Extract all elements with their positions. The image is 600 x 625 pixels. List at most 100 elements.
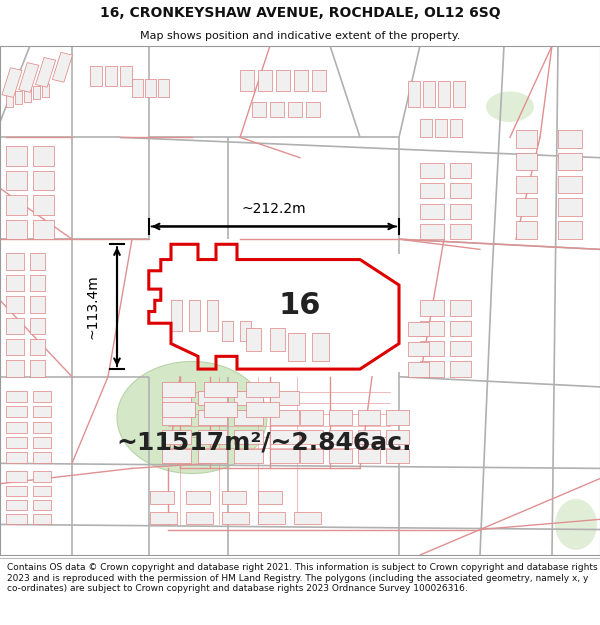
Bar xyxy=(450,321,471,336)
Bar xyxy=(52,52,73,82)
Bar xyxy=(35,58,56,88)
Bar xyxy=(30,254,45,270)
Bar xyxy=(33,486,51,496)
Bar xyxy=(300,430,323,444)
Bar xyxy=(420,224,444,239)
Bar xyxy=(6,318,24,334)
Bar xyxy=(105,66,117,86)
Bar xyxy=(300,411,323,424)
Bar xyxy=(6,146,27,166)
Bar xyxy=(306,102,320,117)
Bar xyxy=(358,449,380,463)
Bar xyxy=(222,512,249,524)
Bar xyxy=(33,471,51,482)
Bar xyxy=(6,275,24,291)
Bar xyxy=(6,94,13,107)
Bar xyxy=(6,339,24,356)
Bar xyxy=(6,296,24,312)
Text: ~11517m²/~2.846ac.: ~11517m²/~2.846ac. xyxy=(116,431,412,455)
Bar xyxy=(386,430,409,444)
Bar xyxy=(30,275,45,291)
Bar xyxy=(358,430,380,444)
Bar xyxy=(33,514,51,524)
Bar xyxy=(420,361,444,377)
Bar xyxy=(288,333,305,361)
Bar xyxy=(516,221,537,239)
Text: Map shows position and indicative extent of the property.: Map shows position and indicative extent… xyxy=(140,31,460,41)
Bar xyxy=(189,300,200,331)
Text: ~113.4m: ~113.4m xyxy=(86,274,100,339)
Bar xyxy=(145,79,156,96)
Bar xyxy=(329,430,352,444)
Bar xyxy=(252,102,266,117)
Bar xyxy=(300,449,323,463)
Bar xyxy=(207,300,218,331)
Bar xyxy=(329,411,352,424)
Bar xyxy=(270,328,285,351)
Bar xyxy=(234,449,263,463)
Bar xyxy=(6,171,27,190)
Bar xyxy=(162,402,195,418)
Bar xyxy=(90,66,102,86)
Bar xyxy=(33,452,51,463)
Bar xyxy=(420,321,444,336)
Bar xyxy=(150,512,177,524)
Bar xyxy=(276,70,290,91)
Bar xyxy=(408,81,420,107)
Bar xyxy=(42,84,49,96)
Bar xyxy=(258,512,285,524)
Bar xyxy=(6,452,27,463)
Bar xyxy=(420,162,444,178)
Bar xyxy=(222,491,246,504)
Bar xyxy=(270,430,299,444)
Bar xyxy=(408,322,429,336)
Bar xyxy=(516,199,537,216)
Bar xyxy=(246,402,279,418)
Bar xyxy=(6,361,24,377)
Bar xyxy=(386,449,409,463)
Bar xyxy=(435,119,447,138)
Bar xyxy=(420,204,444,219)
Bar xyxy=(312,70,326,91)
Text: 16: 16 xyxy=(279,291,321,320)
Bar xyxy=(162,449,191,463)
Bar xyxy=(270,411,299,424)
Bar xyxy=(33,500,51,510)
Bar xyxy=(198,411,227,424)
Bar xyxy=(420,300,444,316)
Bar xyxy=(294,512,321,524)
Bar xyxy=(6,437,27,448)
Bar xyxy=(329,449,352,463)
Ellipse shape xyxy=(117,361,267,474)
Bar xyxy=(258,70,272,91)
Bar xyxy=(453,81,465,107)
Bar xyxy=(30,296,45,312)
Bar xyxy=(33,146,54,166)
Bar xyxy=(24,89,31,102)
Bar xyxy=(258,491,282,504)
Bar xyxy=(33,437,51,448)
Bar xyxy=(186,512,213,524)
Bar xyxy=(162,382,195,397)
Bar xyxy=(270,449,299,463)
Bar xyxy=(120,66,132,86)
Bar xyxy=(234,430,263,444)
Bar xyxy=(270,102,284,117)
Text: ~212.2m: ~212.2m xyxy=(242,202,306,216)
Bar xyxy=(450,204,471,219)
Bar xyxy=(408,362,429,377)
Bar xyxy=(450,224,471,239)
Bar xyxy=(246,382,279,397)
Bar xyxy=(2,68,22,98)
Ellipse shape xyxy=(555,499,597,550)
Bar xyxy=(6,391,27,402)
Bar xyxy=(450,300,471,316)
Bar xyxy=(516,152,537,171)
Bar xyxy=(558,199,582,216)
Bar xyxy=(450,361,471,377)
Bar xyxy=(516,176,537,193)
Bar xyxy=(162,430,191,444)
Bar xyxy=(6,406,27,418)
Bar xyxy=(6,254,24,270)
Bar xyxy=(450,183,471,199)
